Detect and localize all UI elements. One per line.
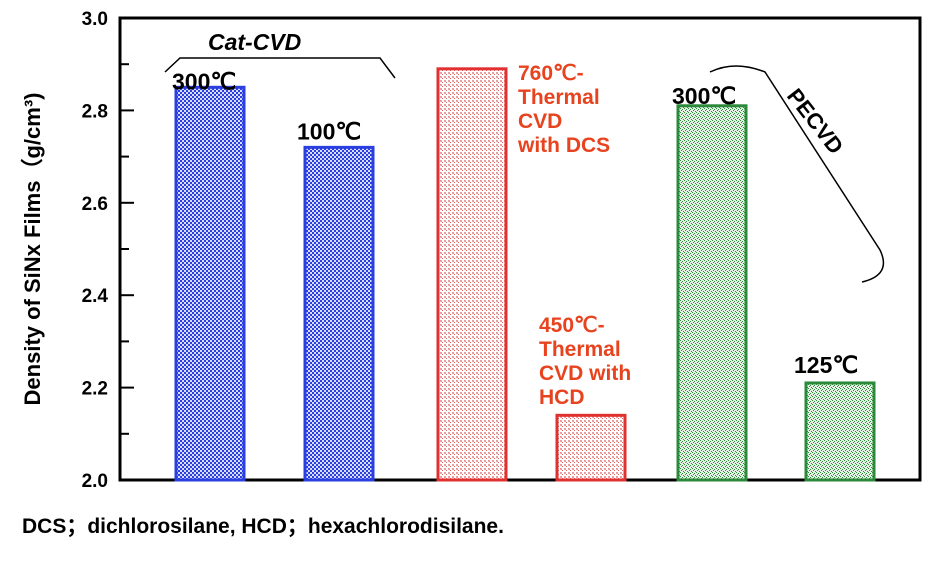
- bar-label: 760℃-: [518, 62, 584, 85]
- density-bar-chart: 2.02.22.42.62.83.0 300℃100℃760℃-ThermalC…: [20, 9, 922, 492]
- y-axis-label: Density of SiNx Films（g/cm³): [20, 93, 45, 406]
- bar: [676, 104, 748, 482]
- y-tick-label: 2.8: [82, 101, 108, 122]
- cat-cvd-bracket: [164, 57, 396, 79]
- y-tick-label: 2.4: [82, 286, 109, 307]
- pecvd-bracket: [709, 65, 885, 283]
- bar-label: 100℃: [297, 118, 361, 144]
- bar-label: CVD: [518, 110, 562, 133]
- bar: [303, 145, 375, 482]
- bar-label: CVD with: [539, 362, 631, 385]
- bar-label: 300℃: [672, 83, 736, 109]
- group-label-cat-cvd: Cat-CVD: [208, 29, 301, 55]
- y-tick-label: 2.0: [82, 471, 108, 492]
- bar-label: 125℃: [794, 352, 858, 378]
- y-tick-label: 3.0: [82, 9, 108, 30]
- bar: [174, 85, 246, 482]
- y-tick-label: 2.6: [82, 194, 108, 215]
- bar-label: Thermal: [539, 338, 621, 361]
- bar-label: with DCS: [517, 134, 610, 157]
- footnote: DCS；dichlorosilane, HCD；hexachlorodisila…: [22, 515, 504, 538]
- bar-label: Thermal: [518, 86, 600, 109]
- bar-label: 450℃-: [539, 314, 605, 337]
- bar: [804, 381, 876, 482]
- group-label-pecvd: PECVD: [782, 84, 848, 159]
- bar-label: HCD: [539, 386, 585, 409]
- y-tick-label: 2.2: [82, 379, 108, 400]
- bar-label: 300℃: [172, 68, 236, 94]
- bar: [555, 413, 627, 482]
- bar: [436, 67, 508, 482]
